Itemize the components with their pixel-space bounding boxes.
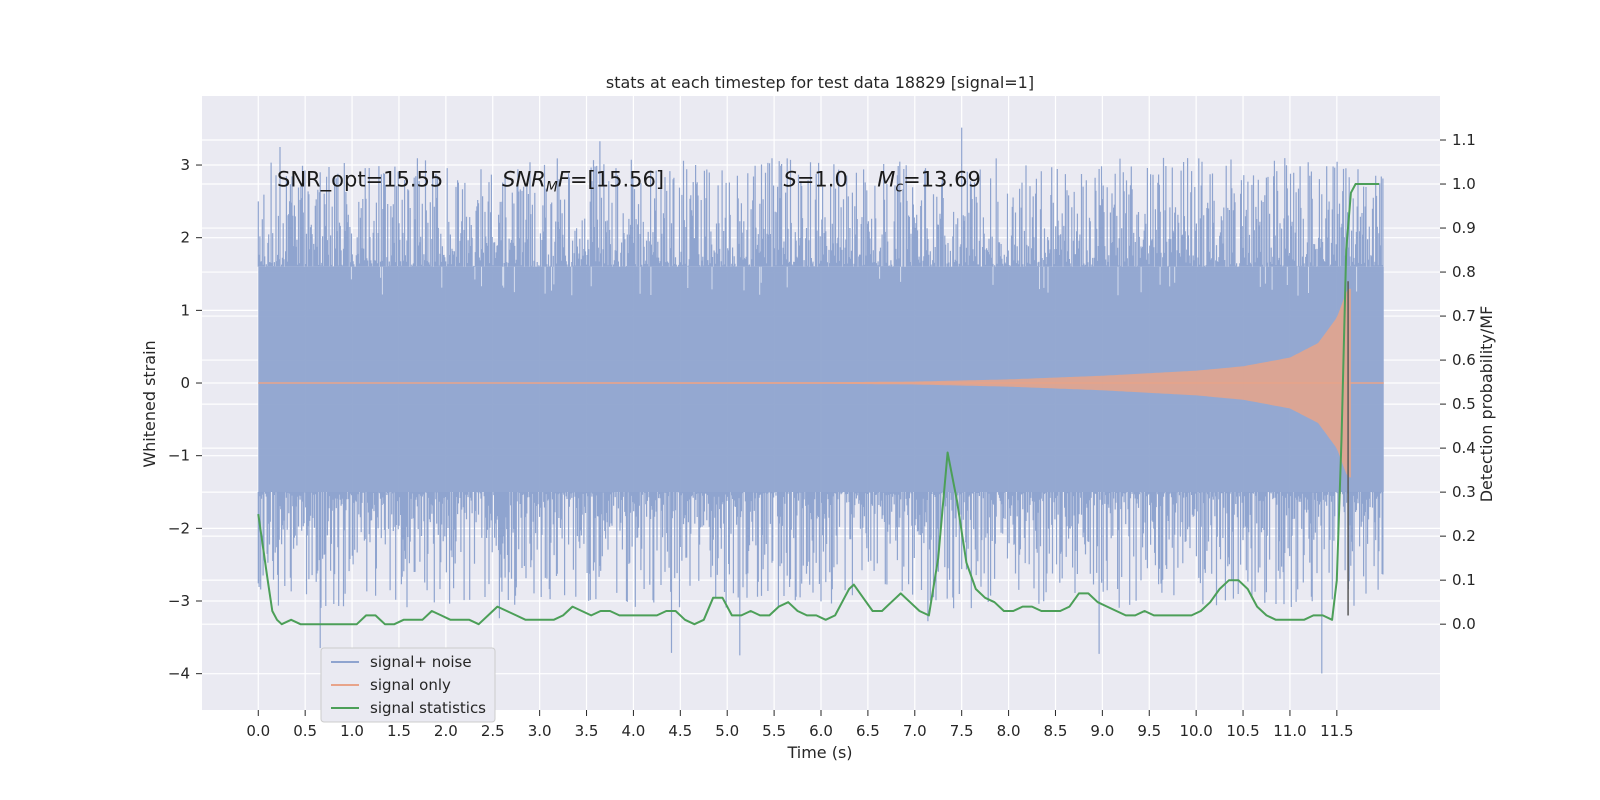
y2-tick-label: 0.6	[1452, 351, 1476, 369]
annotation-1: SNRMF=[15.56]	[502, 168, 664, 196]
x-tick-label: 9.0	[1090, 722, 1114, 740]
y-tick-label: 0	[180, 374, 190, 392]
y-axis-ticks: −4 −3 −2 −1 0 1 2 3	[168, 156, 202, 683]
x-tick-label: 10.0	[1179, 722, 1212, 740]
x-tick-label: 2.5	[481, 722, 505, 740]
x-tick-label: 2.0	[434, 722, 458, 740]
x-tick-label: 3.0	[528, 722, 552, 740]
x-tick-label: 6.0	[809, 722, 833, 740]
y2-tick-label: 0.5	[1452, 395, 1476, 413]
y-tick-label: 2	[180, 229, 190, 247]
x-tick-label: 0.0	[246, 722, 270, 740]
legend-box	[320, 647, 496, 723]
y2-axis-ticks: 0.0 0.1 0.2 0.3 0.4 0.5 0.6 0.7 0.8 0.9 1.0 1.1	[1440, 131, 1476, 633]
x-tick-label: 7.5	[950, 722, 974, 740]
noise-spikes	[257, 127, 1384, 674]
x-tick-label: 3.5	[575, 722, 599, 740]
y-axis-label: Whitened strain	[140, 340, 159, 467]
legend: signal+ noise signal only signal statist…	[320, 647, 496, 723]
y2-tick-label: 0.1	[1452, 571, 1476, 589]
legend-label-signal-statistics: signal statistics	[370, 699, 486, 717]
y-tick-label: 1	[180, 301, 190, 319]
x-tick-label: 4.5	[668, 722, 692, 740]
y2-tick-label: 1.1	[1452, 131, 1476, 149]
series-signal-statistics	[257, 183, 1379, 626]
y-tick-label: −4	[168, 665, 190, 683]
x-tick-label: 6.5	[856, 722, 880, 740]
annotation-0: SNR_opt=15.55	[277, 168, 443, 193]
annotation-3: Mc=13.69	[877, 168, 981, 196]
annotation-2: S=1.0	[783, 168, 847, 192]
x-tick-label: 5.0	[715, 722, 739, 740]
x-axis-label: Time (s)	[786, 743, 852, 762]
y-tick-label: 3	[180, 156, 190, 174]
y2-tick-label: 0.8	[1452, 263, 1476, 281]
annotations: SNR_opt=15.55 SNRMF=[15.56] S=1.0 Mc=13.69	[277, 168, 981, 196]
x-tick-label: 8.5	[1044, 722, 1068, 740]
x-tick-label: 1.0	[340, 722, 364, 740]
x-tick-label: 1.5	[387, 722, 411, 740]
series-signal-only	[258, 288, 1384, 478]
x-tick-label: 0.5	[293, 722, 317, 740]
noise-gaps	[350, 266, 1358, 296]
x-tick-label: 11.0	[1273, 722, 1306, 740]
y2-tick-label: 0.3	[1452, 483, 1476, 501]
x-tick-label: 10.5	[1226, 722, 1259, 740]
y-tick-label: −1	[168, 447, 190, 465]
x-tick-label: 5.5	[762, 722, 786, 740]
y-tick-label: −2	[168, 519, 190, 537]
chart-title: stats at each timestep for test data 188…	[606, 73, 1034, 92]
y2-tick-label: 1.0	[1452, 175, 1476, 193]
stat-line	[257, 183, 1379, 626]
x-axis-ticks: 0.0 0.5 1.0 1.5 2.0 2.5 3.0 3.5 4.0 4.5 5.0 5.5 6.0 6…	[246, 710, 1354, 740]
legend-label-signal-only: signal only	[370, 676, 451, 694]
legend-label-signal-plus-noise: signal+ noise	[370, 653, 472, 671]
y2-tick-label: 0.4	[1452, 439, 1476, 457]
y-tick-label: −3	[168, 592, 190, 610]
y2-tick-label: 0.7	[1452, 307, 1476, 325]
x-tick-label: 9.5	[1137, 722, 1161, 740]
x-tick-label: 7.0	[903, 722, 927, 740]
y2-axis-label: Detection probability/MF	[1477, 306, 1496, 503]
y2-tick-label: 0.9	[1452, 219, 1476, 237]
y2-tick-label: 0.2	[1452, 527, 1476, 545]
x-tick-label: 11.5	[1320, 722, 1353, 740]
x-tick-label: 8.0	[997, 722, 1021, 740]
x-tick-label: 4.0	[621, 722, 645, 740]
y2-tick-label: 0.0	[1452, 615, 1476, 633]
